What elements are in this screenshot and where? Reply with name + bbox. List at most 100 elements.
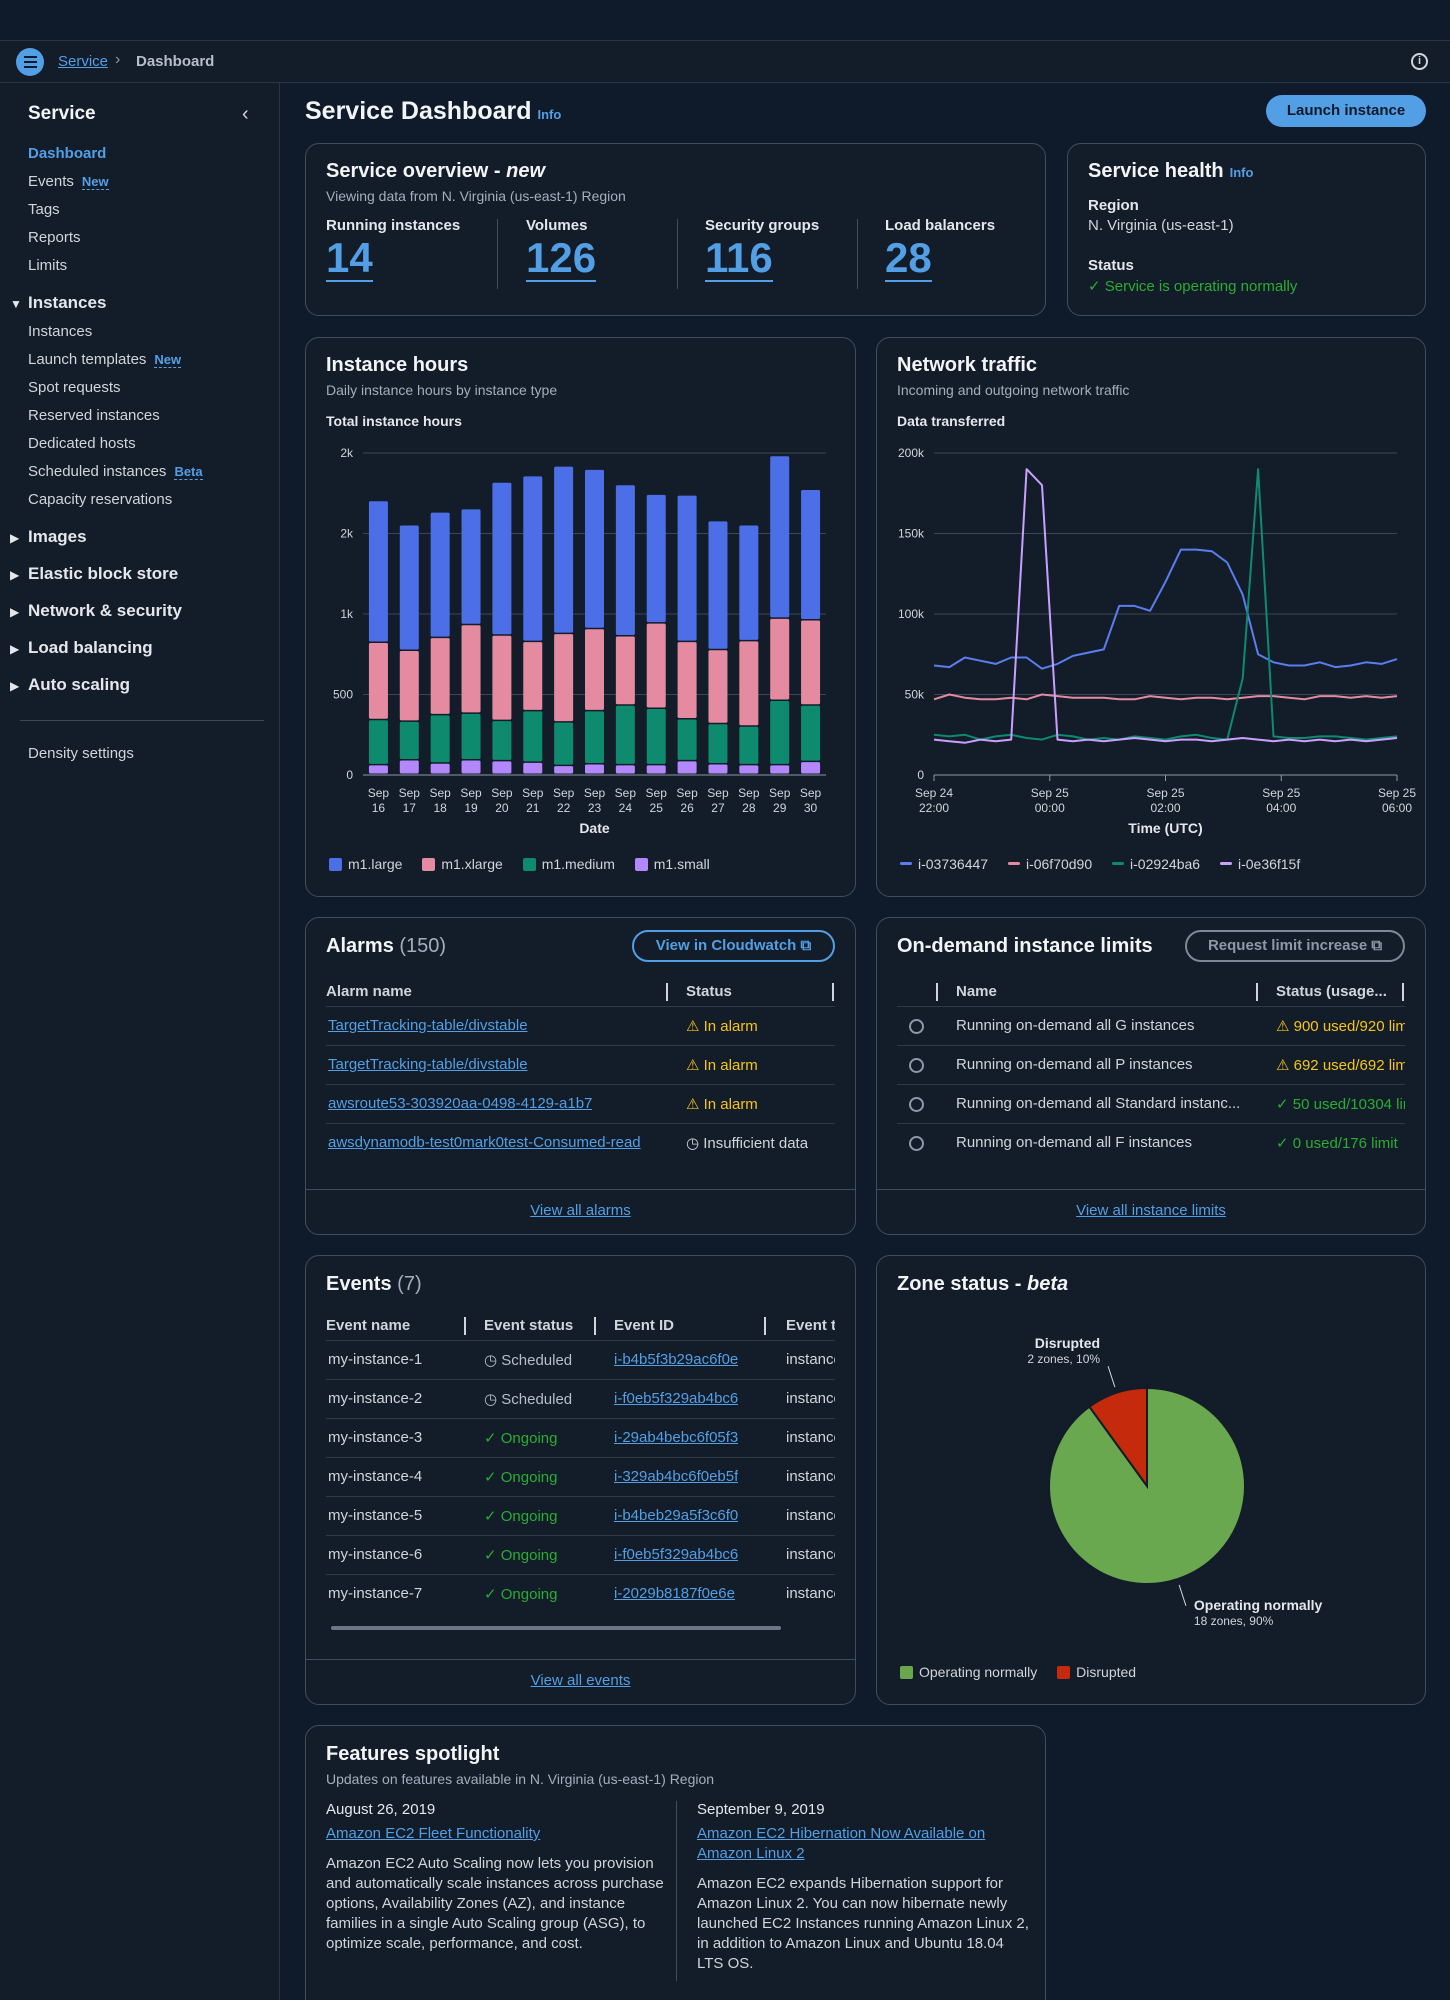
instance-hours-chart: 05001k2k2kSep16Sep17Sep18Sep19Sep20Sep21… bbox=[333, 446, 826, 836]
column-header-status[interactable]: Status bbox=[686, 983, 732, 1000]
sidebar-group-images[interactable]: ▶ Images bbox=[10, 527, 87, 547]
legend-label: m1.large bbox=[348, 856, 403, 872]
x-tick-label: 23 bbox=[588, 801, 602, 815]
pie-slice bbox=[1088, 1386, 1148, 1490]
row-select-radio[interactable] bbox=[909, 1019, 924, 1034]
column-resizer[interactable] bbox=[1256, 983, 1258, 1001]
sidebar-item-tags[interactable]: Tags bbox=[28, 201, 60, 218]
view-all-events-link[interactable]: View all events bbox=[530, 1672, 631, 1689]
check-circle-icon: ✓ bbox=[484, 1586, 497, 1603]
metric-value[interactable]: 28 bbox=[885, 234, 932, 282]
legend-item[interactable]: m1.large bbox=[329, 856, 402, 872]
sidebar-group-network-security[interactable]: ▶ Network & security bbox=[10, 601, 182, 621]
column-header-event-type[interactable]: Event t bbox=[786, 1317, 835, 1334]
alarm-name-link[interactable]: TargetTracking-table/divstable bbox=[328, 1056, 528, 1073]
legend-item[interactable]: i-03736447 bbox=[900, 856, 988, 872]
event-id-link[interactable]: i-f0eb5f329ab4bc6 bbox=[614, 1546, 739, 1563]
launch-instance-button[interactable]: Launch instance bbox=[1266, 95, 1426, 127]
sidebar-item-reserved-instances[interactable]: Reserved instances bbox=[28, 407, 160, 424]
event-id-link[interactable]: i-f0eb5f329ab4bc6 bbox=[614, 1390, 739, 1407]
column-resizer[interactable] bbox=[464, 1317, 466, 1335]
sidebar-item-limits[interactable]: Limits bbox=[28, 257, 68, 274]
column-resizer[interactable] bbox=[936, 983, 938, 1001]
health-info-link[interactable]: Info bbox=[1229, 165, 1254, 180]
sidebar-item-dashboard[interactable]: Dashboard bbox=[28, 145, 107, 162]
metric-label: Load balancers bbox=[885, 217, 996, 234]
row-select-radio[interactable] bbox=[909, 1097, 924, 1112]
metric-value[interactable]: 126 bbox=[526, 234, 597, 282]
view-in-cloudwatch-button[interactable]: View in Cloudwatch ⧉ bbox=[632, 930, 835, 962]
column-header-event-id[interactable]: Event ID bbox=[614, 1317, 675, 1334]
metric-value[interactable]: 14 bbox=[326, 234, 373, 282]
sidebar-item-instances[interactable]: Instances bbox=[28, 323, 93, 340]
sidebar-group-auto-scaling[interactable]: ▶ Auto scaling bbox=[10, 675, 130, 695]
sidebar-group-elastic-block-store[interactable]: ▶ Elastic block store bbox=[10, 564, 178, 584]
breadcrumb-service-link[interactable]: Service bbox=[58, 53, 109, 70]
legend-swatch bbox=[329, 858, 342, 871]
legend-label: i-03736447 bbox=[918, 856, 989, 872]
column-header-event-status[interactable]: Event status bbox=[484, 1317, 574, 1334]
legend-item[interactable]: i-02924ba6 bbox=[1112, 856, 1200, 872]
menu-icon[interactable] bbox=[16, 48, 44, 76]
row-select-radio[interactable] bbox=[909, 1136, 924, 1151]
sidebar-item-events[interactable]: Events New bbox=[28, 173, 109, 190]
column-resizer[interactable] bbox=[764, 1317, 766, 1335]
event-id-link[interactable]: i-329ab4bc6f0eb5f bbox=[614, 1468, 739, 1485]
feature-link[interactable]: Amazon EC2 Hibernation Now Available on … bbox=[697, 1825, 986, 1862]
sidebar-item-spot-requests[interactable]: Spot requests bbox=[28, 379, 121, 396]
event-type: instance bbox=[786, 1507, 835, 1524]
page-info-link[interactable]: Info bbox=[537, 107, 562, 122]
metric-volumes: Volumes 126 bbox=[526, 217, 597, 282]
column-header-name[interactable]: Name bbox=[956, 983, 997, 1000]
x-tick-label: Sep bbox=[676, 786, 698, 800]
view-all-alarms-link[interactable]: View all alarms bbox=[530, 1202, 631, 1219]
sidebar-item-capacity-reservations[interactable]: Capacity reservations bbox=[28, 491, 173, 508]
event-id-link[interactable]: i-2029b8187f0e6e bbox=[614, 1585, 735, 1602]
new-badge: New bbox=[154, 352, 182, 368]
metric-value[interactable]: 116 bbox=[705, 234, 773, 282]
feature-link[interactable]: Amazon EC2 Fleet Functionality bbox=[326, 1825, 541, 1842]
legend-item[interactable]: Operating normally bbox=[900, 1664, 1037, 1680]
x-tick-label: Sep 25 bbox=[1031, 786, 1069, 800]
legend-item[interactable]: Disrupted bbox=[1057, 1664, 1136, 1680]
legend-item[interactable]: m1.xlarge bbox=[422, 856, 503, 872]
series-line bbox=[933, 468, 1398, 744]
column-header-status-usage[interactable]: Status (usage... bbox=[1276, 983, 1387, 1000]
legend-item[interactable]: m1.small bbox=[634, 856, 710, 872]
event-type: instance bbox=[786, 1351, 835, 1368]
column-resizer[interactable] bbox=[832, 983, 834, 1001]
column-resizer[interactable] bbox=[1402, 983, 1404, 1001]
sidebar-group-load-balancing[interactable]: ▶ Load balancing bbox=[10, 638, 153, 658]
event-id-link[interactable]: i-b4b5f3b29ac6f0e bbox=[614, 1351, 739, 1368]
alarm-status: ◷ Insufficient data bbox=[686, 1135, 809, 1152]
row-select-radio[interactable] bbox=[909, 1058, 924, 1073]
alarm-name-link[interactable]: TargetTracking-table/divstable bbox=[328, 1017, 528, 1034]
status-value: ✓ Service is operating normally bbox=[1088, 277, 1297, 295]
sidebar-group-instances[interactable]: ▼ Instances bbox=[10, 293, 106, 313]
sidebar-item-dedicated-hosts[interactable]: Dedicated hosts bbox=[28, 435, 136, 452]
y-tick-label: 0 bbox=[917, 768, 924, 782]
column-header-alarm-name[interactable]: Alarm name bbox=[326, 983, 412, 1000]
column-header-event-name[interactable]: Event name bbox=[326, 1317, 411, 1334]
legend-item[interactable]: m1.medium bbox=[522, 856, 615, 872]
bar-segment bbox=[492, 635, 512, 720]
chevron-left-icon[interactable]: ‹ bbox=[242, 103, 249, 125]
event-id-link[interactable]: i-b4beb29a5f3c6f0 bbox=[614, 1507, 739, 1524]
sidebar-item-launch-templates[interactable]: Launch templates New bbox=[28, 351, 182, 368]
horizontal-scrollbar[interactable] bbox=[331, 1626, 781, 1630]
request-limit-increase-button[interactable]: Request limit increase ⧉ bbox=[1185, 930, 1405, 962]
alarm-name-link[interactable]: awsdynamodb-test0mark0test-Consumed-read bbox=[328, 1134, 641, 1151]
check-circle-icon: ✓ bbox=[1276, 1096, 1289, 1113]
legend-item[interactable]: i-06f70d90 bbox=[1007, 856, 1092, 872]
alarm-name-link[interactable]: awsroute53-303920aa-0498-4129-a1b7 bbox=[328, 1095, 593, 1112]
legend-item[interactable]: i-0e36f15f bbox=[1219, 856, 1300, 872]
column-resizer[interactable] bbox=[666, 983, 668, 1001]
column-resizer[interactable] bbox=[594, 1317, 596, 1335]
sidebar-item-reports[interactable]: Reports bbox=[28, 229, 81, 246]
info-icon[interactable]: i bbox=[1411, 53, 1428, 70]
sidebar-item-scheduled-instances[interactable]: Scheduled instances Beta bbox=[28, 463, 203, 480]
sidebar-item-density-settings[interactable]: Density settings bbox=[28, 745, 134, 762]
event-id-link[interactable]: i-29ab4bebc6f05f3 bbox=[614, 1429, 739, 1446]
view-all-instance-limits-link[interactable]: View all instance limits bbox=[1076, 1202, 1226, 1219]
